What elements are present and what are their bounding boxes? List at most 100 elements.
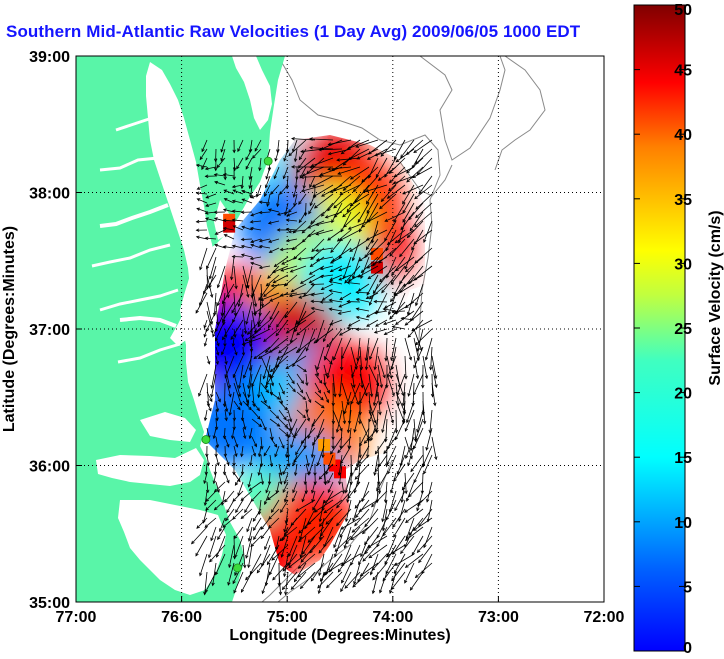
vector-812 xyxy=(327,481,334,493)
vector-981 xyxy=(288,553,307,568)
vector-head xyxy=(334,553,338,558)
vector-251 xyxy=(399,238,415,257)
vector-head xyxy=(295,349,300,354)
vector-head xyxy=(240,497,245,502)
vector-head xyxy=(379,384,384,389)
vector-head xyxy=(265,282,270,287)
vector-136 xyxy=(250,193,262,199)
x-tick-label: 74:00 xyxy=(372,609,413,626)
vector-head xyxy=(333,393,337,398)
vector-head xyxy=(285,218,290,222)
vector-824 xyxy=(205,490,217,502)
vector-head xyxy=(263,399,267,404)
vector-460 xyxy=(374,328,388,334)
vector-398 xyxy=(384,301,397,309)
vector-1019 xyxy=(241,571,253,593)
vector-head xyxy=(301,550,306,555)
vector-484 xyxy=(390,337,397,361)
vector-866 xyxy=(427,499,433,522)
vector-146 xyxy=(350,193,370,206)
vector-head xyxy=(257,453,262,458)
vector-446 xyxy=(224,328,227,338)
vector-44 xyxy=(415,148,433,165)
vector-792 xyxy=(327,472,334,484)
vector-head xyxy=(405,268,409,273)
vector-head xyxy=(366,200,370,205)
vector-head xyxy=(251,383,255,388)
vector-head xyxy=(336,522,340,527)
vector-head xyxy=(222,321,226,326)
vector-head xyxy=(318,549,322,554)
vector-429 xyxy=(275,319,289,336)
vector-388 xyxy=(269,301,280,320)
vector-1027 xyxy=(317,571,334,589)
vector-654 xyxy=(215,418,218,430)
vector-head xyxy=(366,156,371,160)
edge-cell-3 xyxy=(370,247,383,260)
vector-head xyxy=(207,360,211,365)
vector-644 xyxy=(336,409,343,433)
vector-646 xyxy=(354,409,361,433)
vector-head xyxy=(379,205,383,210)
vector-head xyxy=(375,382,380,387)
vector-head xyxy=(240,244,245,249)
vector-656 xyxy=(242,418,246,430)
vector-head xyxy=(404,564,409,568)
vector-550 xyxy=(248,373,253,398)
vector-840 xyxy=(354,490,370,509)
vector-head xyxy=(391,309,396,314)
vector-head xyxy=(311,423,315,428)
vector-head xyxy=(346,429,351,434)
vector-948 xyxy=(360,535,370,557)
vector-180 xyxy=(277,211,289,216)
vector-head xyxy=(409,586,414,591)
vector-head xyxy=(359,443,363,447)
vector-131 xyxy=(196,192,208,195)
vector-86 xyxy=(406,166,424,183)
vector-728 xyxy=(340,445,352,464)
vector-112 xyxy=(256,184,262,197)
vector-607 xyxy=(395,391,406,413)
vector-614 xyxy=(242,400,252,411)
vector-head xyxy=(260,526,265,530)
vector-1029 xyxy=(340,571,352,592)
vector-6 xyxy=(277,139,280,153)
vector-596 xyxy=(260,391,267,404)
vector-636 xyxy=(251,409,261,420)
vector-272 xyxy=(231,256,235,280)
vector-head xyxy=(368,554,373,559)
vector-head xyxy=(209,398,213,403)
vector-head xyxy=(279,400,284,405)
vector-head xyxy=(380,153,385,157)
vector-head xyxy=(365,189,370,193)
vector-13 xyxy=(328,139,352,145)
vector-451 xyxy=(252,328,271,339)
vector-779 xyxy=(203,472,208,484)
vector-369 xyxy=(311,292,325,296)
vector-455 xyxy=(313,328,334,344)
vector-281 xyxy=(330,256,343,264)
vector-387 xyxy=(253,301,271,314)
vector-head xyxy=(297,574,302,578)
vector-head xyxy=(299,585,304,590)
vector-74 xyxy=(299,166,307,179)
vector-639 xyxy=(287,409,292,422)
vector-head xyxy=(231,244,236,248)
vector-79 xyxy=(327,166,352,170)
vector-head xyxy=(413,527,417,531)
vector-887 xyxy=(204,517,217,528)
vector-head xyxy=(243,435,247,440)
vector-324 xyxy=(300,274,316,284)
vector-217 xyxy=(250,227,262,231)
vector-head xyxy=(375,429,379,434)
vector-903 xyxy=(362,517,379,534)
vector-head xyxy=(274,453,278,458)
vector-9 xyxy=(288,139,307,156)
vector-254 xyxy=(214,244,226,249)
vector-679 xyxy=(249,427,253,439)
vector-head xyxy=(381,289,385,294)
vector-head xyxy=(203,480,207,485)
vector-142 xyxy=(314,193,334,209)
vector-head xyxy=(415,375,420,380)
vector-119 xyxy=(313,184,334,198)
